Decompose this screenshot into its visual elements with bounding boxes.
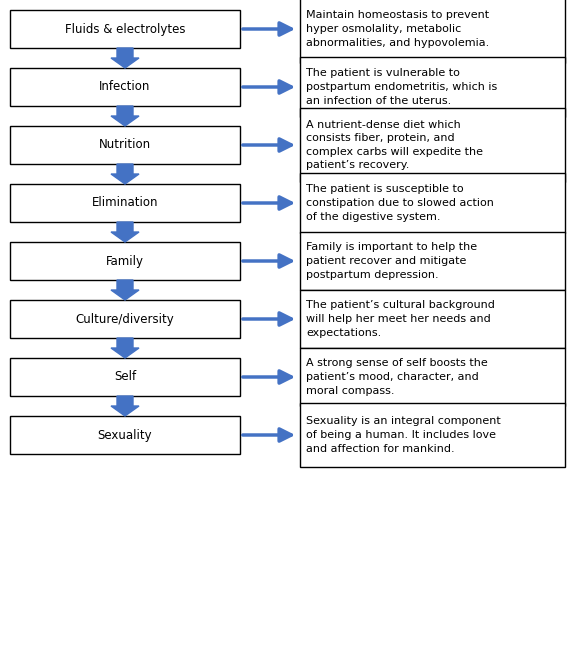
Text: Sexuality: Sexuality	[98, 428, 152, 442]
FancyBboxPatch shape	[300, 403, 565, 467]
Text: Sexuality is an integral component
of being a human. It includes love
and affect: Sexuality is an integral component of be…	[306, 416, 501, 454]
FancyBboxPatch shape	[10, 242, 240, 280]
FancyBboxPatch shape	[300, 348, 565, 406]
Text: Family is important to help the
patient recover and mitigate
postpartum depressi: Family is important to help the patient …	[306, 242, 477, 279]
FancyBboxPatch shape	[300, 0, 565, 63]
FancyArrow shape	[111, 280, 139, 300]
Text: Self: Self	[114, 370, 136, 384]
Text: A nutrient-dense diet which
consists fiber, protein, and
complex carbs will expe: A nutrient-dense diet which consists fib…	[306, 119, 483, 170]
FancyBboxPatch shape	[300, 57, 565, 117]
FancyArrow shape	[111, 338, 139, 358]
Text: Fluids & electrolytes: Fluids & electrolytes	[64, 23, 185, 35]
FancyBboxPatch shape	[300, 108, 565, 182]
FancyBboxPatch shape	[10, 68, 240, 106]
FancyBboxPatch shape	[300, 290, 565, 348]
Text: A strong sense of self boosts the
patient’s mood, character, and
moral compass.: A strong sense of self boosts the patien…	[306, 358, 488, 396]
FancyBboxPatch shape	[300, 173, 565, 233]
FancyBboxPatch shape	[10, 126, 240, 164]
FancyBboxPatch shape	[10, 184, 240, 222]
Text: Maintain homeostasis to prevent
hyper osmolality, metabolic
abnormalities, and h: Maintain homeostasis to prevent hyper os…	[306, 11, 489, 47]
Text: The patient’s cultural background
will help her meet her needs and
expectations.: The patient’s cultural background will h…	[306, 300, 495, 338]
Text: Family: Family	[106, 255, 144, 267]
Text: The patient is susceptible to
constipation due to slowed action
of the digestive: The patient is susceptible to constipati…	[306, 184, 494, 221]
Text: Culture/diversity: Culture/diversity	[76, 313, 174, 325]
FancyArrow shape	[111, 106, 139, 126]
FancyBboxPatch shape	[10, 10, 240, 48]
Text: Nutrition: Nutrition	[99, 139, 151, 151]
FancyArrow shape	[111, 48, 139, 68]
FancyBboxPatch shape	[10, 416, 240, 454]
FancyArrow shape	[111, 164, 139, 184]
FancyArrow shape	[111, 396, 139, 416]
FancyBboxPatch shape	[300, 232, 565, 290]
FancyBboxPatch shape	[10, 358, 240, 396]
Text: The patient is vulnerable to
postpartum endometritis, which is
an infection of t: The patient is vulnerable to postpartum …	[306, 69, 497, 105]
Text: Infection: Infection	[99, 81, 150, 93]
FancyArrow shape	[111, 222, 139, 242]
Text: Elimination: Elimination	[92, 197, 158, 209]
FancyBboxPatch shape	[10, 300, 240, 338]
